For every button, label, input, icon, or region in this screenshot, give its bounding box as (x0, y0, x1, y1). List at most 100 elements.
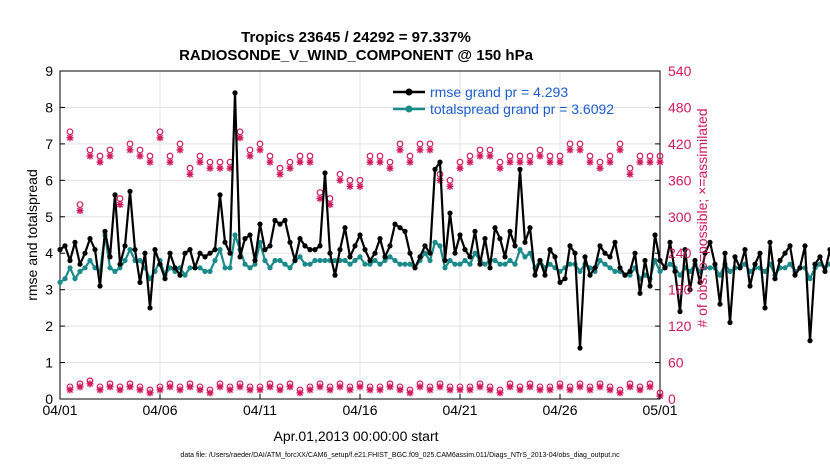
rmse-point (412, 265, 418, 271)
rmse-point (792, 272, 798, 278)
rmse-point (117, 261, 123, 267)
totalspread-point (182, 272, 188, 278)
assimilated-marker-stroke (106, 152, 114, 160)
assimilated-marker-stroke (246, 152, 254, 160)
rmse-point (427, 250, 433, 256)
assimilated-marker (346, 386, 354, 394)
rmse-point (402, 228, 408, 234)
assimilated-marker (586, 386, 594, 394)
assimilated-marker-stroke (446, 183, 454, 190)
rmse-point (382, 254, 388, 260)
rmse-point (187, 247, 193, 253)
right-tick-label: 420 (668, 136, 692, 152)
assimilated-marker-stroke (306, 386, 314, 393)
totalspread-point (262, 257, 268, 264)
rmse-point (72, 239, 78, 245)
totalspread-point (357, 254, 363, 260)
rmse-point (432, 166, 438, 172)
assimilated-marker-stroke (276, 171, 284, 178)
possible-marker (466, 152, 474, 160)
assimilated-marker-stroke (276, 386, 284, 393)
assimilated-marker-stroke (256, 146, 264, 154)
assimilated-marker (596, 164, 604, 172)
rmse-point (522, 239, 528, 245)
assimilated-marker-stroke (236, 134, 244, 141)
assimilated-marker-stroke (426, 386, 434, 393)
assimilated-marker-stroke (306, 159, 314, 166)
rmse-point (532, 272, 538, 278)
possible-marker (626, 164, 634, 172)
x-axis-label: Apr.01,2013 00:00:00 start (273, 428, 438, 444)
rmse-point (67, 257, 73, 264)
assimilated-marker-stroke (466, 159, 474, 166)
totalspread-point (402, 261, 408, 267)
totalspread-point (447, 257, 453, 264)
rmse-point (132, 247, 138, 253)
rmse-point (772, 276, 778, 282)
assimilated-marker-stroke (386, 383, 394, 390)
rmse-point (272, 217, 278, 223)
rmse-point (507, 228, 513, 234)
totalspread-point (77, 268, 83, 274)
assimilated-marker-stroke (656, 159, 664, 166)
assimilated-marker (636, 158, 644, 166)
rmse-point (667, 239, 673, 245)
rmse-point (57, 247, 63, 253)
totalspread-point (342, 257, 348, 264)
rmse-point (612, 239, 618, 245)
assimilated-marker (116, 201, 124, 209)
rmse-point (702, 250, 708, 256)
assimilated-marker (276, 170, 284, 178)
possible-marker (496, 158, 504, 166)
assimilated-marker (186, 170, 194, 178)
assimilated-marker (566, 146, 574, 154)
assimilated-marker (96, 158, 104, 166)
assimilated-marker (546, 386, 554, 394)
assimilated-marker (156, 386, 164, 394)
assimilated-marker (166, 158, 174, 166)
assimilated-marker (446, 386, 454, 394)
assimilated-marker-stroke (116, 386, 124, 393)
assimilated-marker-stroke (226, 386, 234, 393)
assimilated-marker (366, 158, 374, 166)
totalspread-point (242, 261, 248, 267)
assimilated-marker-stroke (606, 386, 614, 393)
rmse-point (157, 261, 163, 267)
assimilated-marker (386, 383, 394, 391)
assimilated-marker-stroke (156, 386, 164, 393)
assimilated-marker (176, 146, 184, 154)
rmse-point (657, 257, 663, 264)
rmse-point (557, 279, 563, 285)
assimilated-marker (166, 383, 174, 391)
rmse-point (77, 261, 83, 267)
assimilated-marker (496, 164, 504, 172)
possible-marker (236, 128, 244, 136)
assimilated-marker (396, 146, 404, 154)
rmse-point (232, 90, 238, 96)
rmse-point (327, 250, 333, 256)
possible-marker (326, 195, 334, 202)
assimilated-marker (376, 158, 384, 166)
assimilated-marker (506, 383, 514, 391)
assimilated-marker (196, 158, 204, 166)
assimilated-marker (586, 158, 594, 166)
rmse-point (732, 254, 738, 260)
assimilated-marker-stroke (156, 134, 164, 141)
rmse-point (452, 250, 458, 256)
assimilated-marker-stroke (546, 159, 554, 166)
assimilated-marker-stroke (246, 386, 254, 393)
assimilated-marker (236, 134, 244, 142)
assimilated-marker (576, 383, 584, 391)
assimilated-marker-stroke (466, 386, 474, 393)
rmse-point (677, 308, 683, 315)
totalspread-point (382, 257, 388, 264)
totalspread-point (807, 276, 813, 282)
possible-marker (96, 152, 104, 160)
rmse-point (177, 272, 183, 278)
totalspread-point (207, 268, 213, 274)
rmse-point (737, 265, 743, 271)
totalspread-point (87, 257, 93, 264)
rmse-point (172, 265, 178, 271)
totalspread-point (352, 257, 358, 264)
assimilated-marker-stroke (166, 159, 174, 166)
